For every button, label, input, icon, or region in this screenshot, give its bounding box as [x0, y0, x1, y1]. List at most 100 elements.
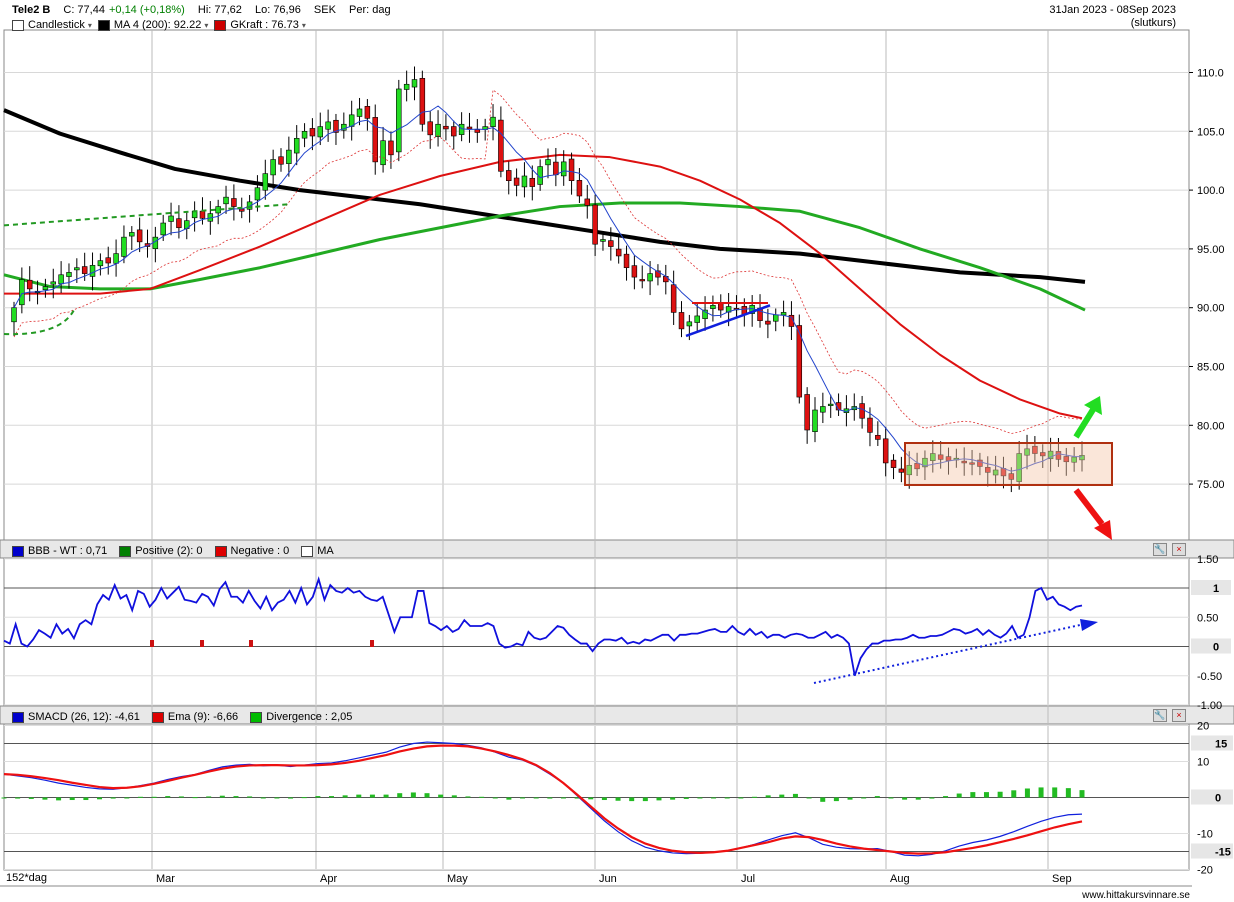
price-tick-label: 85.00 [1197, 362, 1225, 374]
chevron-down-icon[interactable]: ▾ [301, 20, 306, 30]
macd-settings-button[interactable]: 🔧 [1153, 709, 1167, 722]
website-footer[interactable]: www.hittakursvinnare.se [1082, 890, 1190, 901]
candle [293, 138, 300, 154]
candle [403, 83, 410, 90]
divergence-bar [1024, 788, 1030, 798]
ma-short-line [13, 105, 1083, 472]
date-range: 31Jan 2023 - 08Sep 2023 [1049, 4, 1176, 16]
candle [317, 126, 323, 138]
legend-item-negative: Negative : 0 [230, 545, 290, 557]
divergence-bar [492, 797, 498, 799]
legend-item-gkraft[interactable]: GKraft : 76.73 [230, 19, 299, 31]
bbb-level-marker [1191, 580, 1231, 595]
candle [81, 266, 88, 274]
mode-label: (slutkurs) [1130, 17, 1176, 29]
bbb-close-button[interactable]: × [1172, 543, 1186, 556]
candle [1040, 452, 1046, 457]
period-footer: 152*dag [6, 872, 47, 884]
bbb-settings-button[interactable]: 🔧 [1153, 543, 1167, 556]
divergence-bar [615, 797, 621, 801]
divergence-bar [983, 792, 989, 798]
legend-item-ma[interactable]: MA 4 (200): 92.22 [113, 19, 202, 31]
candle [506, 170, 512, 181]
candle [906, 464, 912, 476]
candle [576, 180, 583, 197]
candle [890, 459, 897, 468]
macd-marker-label: 15 [1215, 739, 1227, 751]
gkraft-swatch [214, 19, 227, 31]
candle [443, 125, 449, 130]
divergence-bar [711, 797, 717, 799]
divergence-bar [42, 797, 48, 800]
legend-item-candlestick[interactable]: Candlestick [28, 19, 85, 31]
candle [427, 121, 433, 136]
candle [804, 394, 810, 431]
candle [670, 284, 677, 313]
month-tick-label: Jun [599, 873, 617, 885]
divergence-bar [738, 797, 744, 799]
macd-close-button[interactable]: × [1172, 709, 1186, 722]
down-arrow-icon [1094, 520, 1112, 540]
candle [1055, 451, 1062, 460]
divergence-swatch [250, 711, 263, 723]
candle [560, 161, 567, 177]
macd-marker-label: -15 [1215, 847, 1231, 859]
divergence-bar [383, 794, 389, 798]
divergence-bar [124, 797, 130, 799]
divergence-bar [956, 793, 962, 798]
divergence-bar [752, 796, 758, 798]
price-tick-label: 75.00 [1197, 479, 1225, 491]
currency-label: SEK [313, 4, 336, 16]
bbb-tick-label: 0 [1213, 642, 1219, 654]
divergence-bar [683, 797, 689, 799]
divergence-bar [670, 797, 676, 800]
bbb-line [3, 576, 1083, 677]
divergence-bar [574, 797, 580, 799]
macd-level-marker [1191, 789, 1233, 805]
divergence-bar [806, 797, 812, 799]
candle [639, 279, 645, 282]
candle [592, 204, 598, 245]
candle [969, 462, 975, 465]
divergence-bar [601, 797, 607, 801]
divergence-bar [792, 793, 798, 798]
candle [513, 177, 520, 186]
candle [937, 454, 944, 460]
divergence-bar [328, 796, 334, 798]
negative-marker [370, 640, 374, 647]
candle [882, 438, 889, 464]
candle [89, 265, 96, 277]
chevron-down-icon[interactable]: ▾ [87, 20, 92, 30]
month-tick-label: Aug [890, 873, 910, 885]
candle [356, 108, 363, 117]
candle [451, 126, 457, 137]
divergence-bar [301, 797, 307, 799]
candle [66, 272, 72, 277]
ma-swatch-bbb [301, 545, 314, 557]
month-tick-label: Apr [320, 873, 337, 885]
candle [19, 279, 25, 306]
period-label: Per: dag [348, 4, 391, 16]
divergence-bar [165, 796, 171, 798]
candle [50, 281, 56, 285]
legend-item-bbb: BBB - WT : 0,71 [28, 545, 108, 557]
divergence-bar [410, 792, 416, 798]
high-value: Hi: 77,62 [197, 4, 242, 16]
divergence-bar [369, 794, 375, 798]
divergence-bar [192, 797, 198, 799]
macd-tick-label: 20 [1197, 721, 1209, 733]
chevron-down-icon[interactable]: ▾ [204, 20, 209, 30]
legend-item-ma-bbb: MA [317, 545, 334, 557]
divergence-bar [151, 796, 157, 798]
divergence-bar [1, 797, 7, 799]
divergence-bar [260, 797, 266, 799]
candle [780, 312, 787, 316]
candle [765, 320, 771, 325]
candle [254, 187, 261, 201]
ma-green-line [3, 201, 1086, 312]
candle [262, 173, 269, 191]
price-tick-label: 90.00 [1197, 303, 1225, 315]
candle [930, 453, 936, 461]
candle [545, 159, 551, 166]
